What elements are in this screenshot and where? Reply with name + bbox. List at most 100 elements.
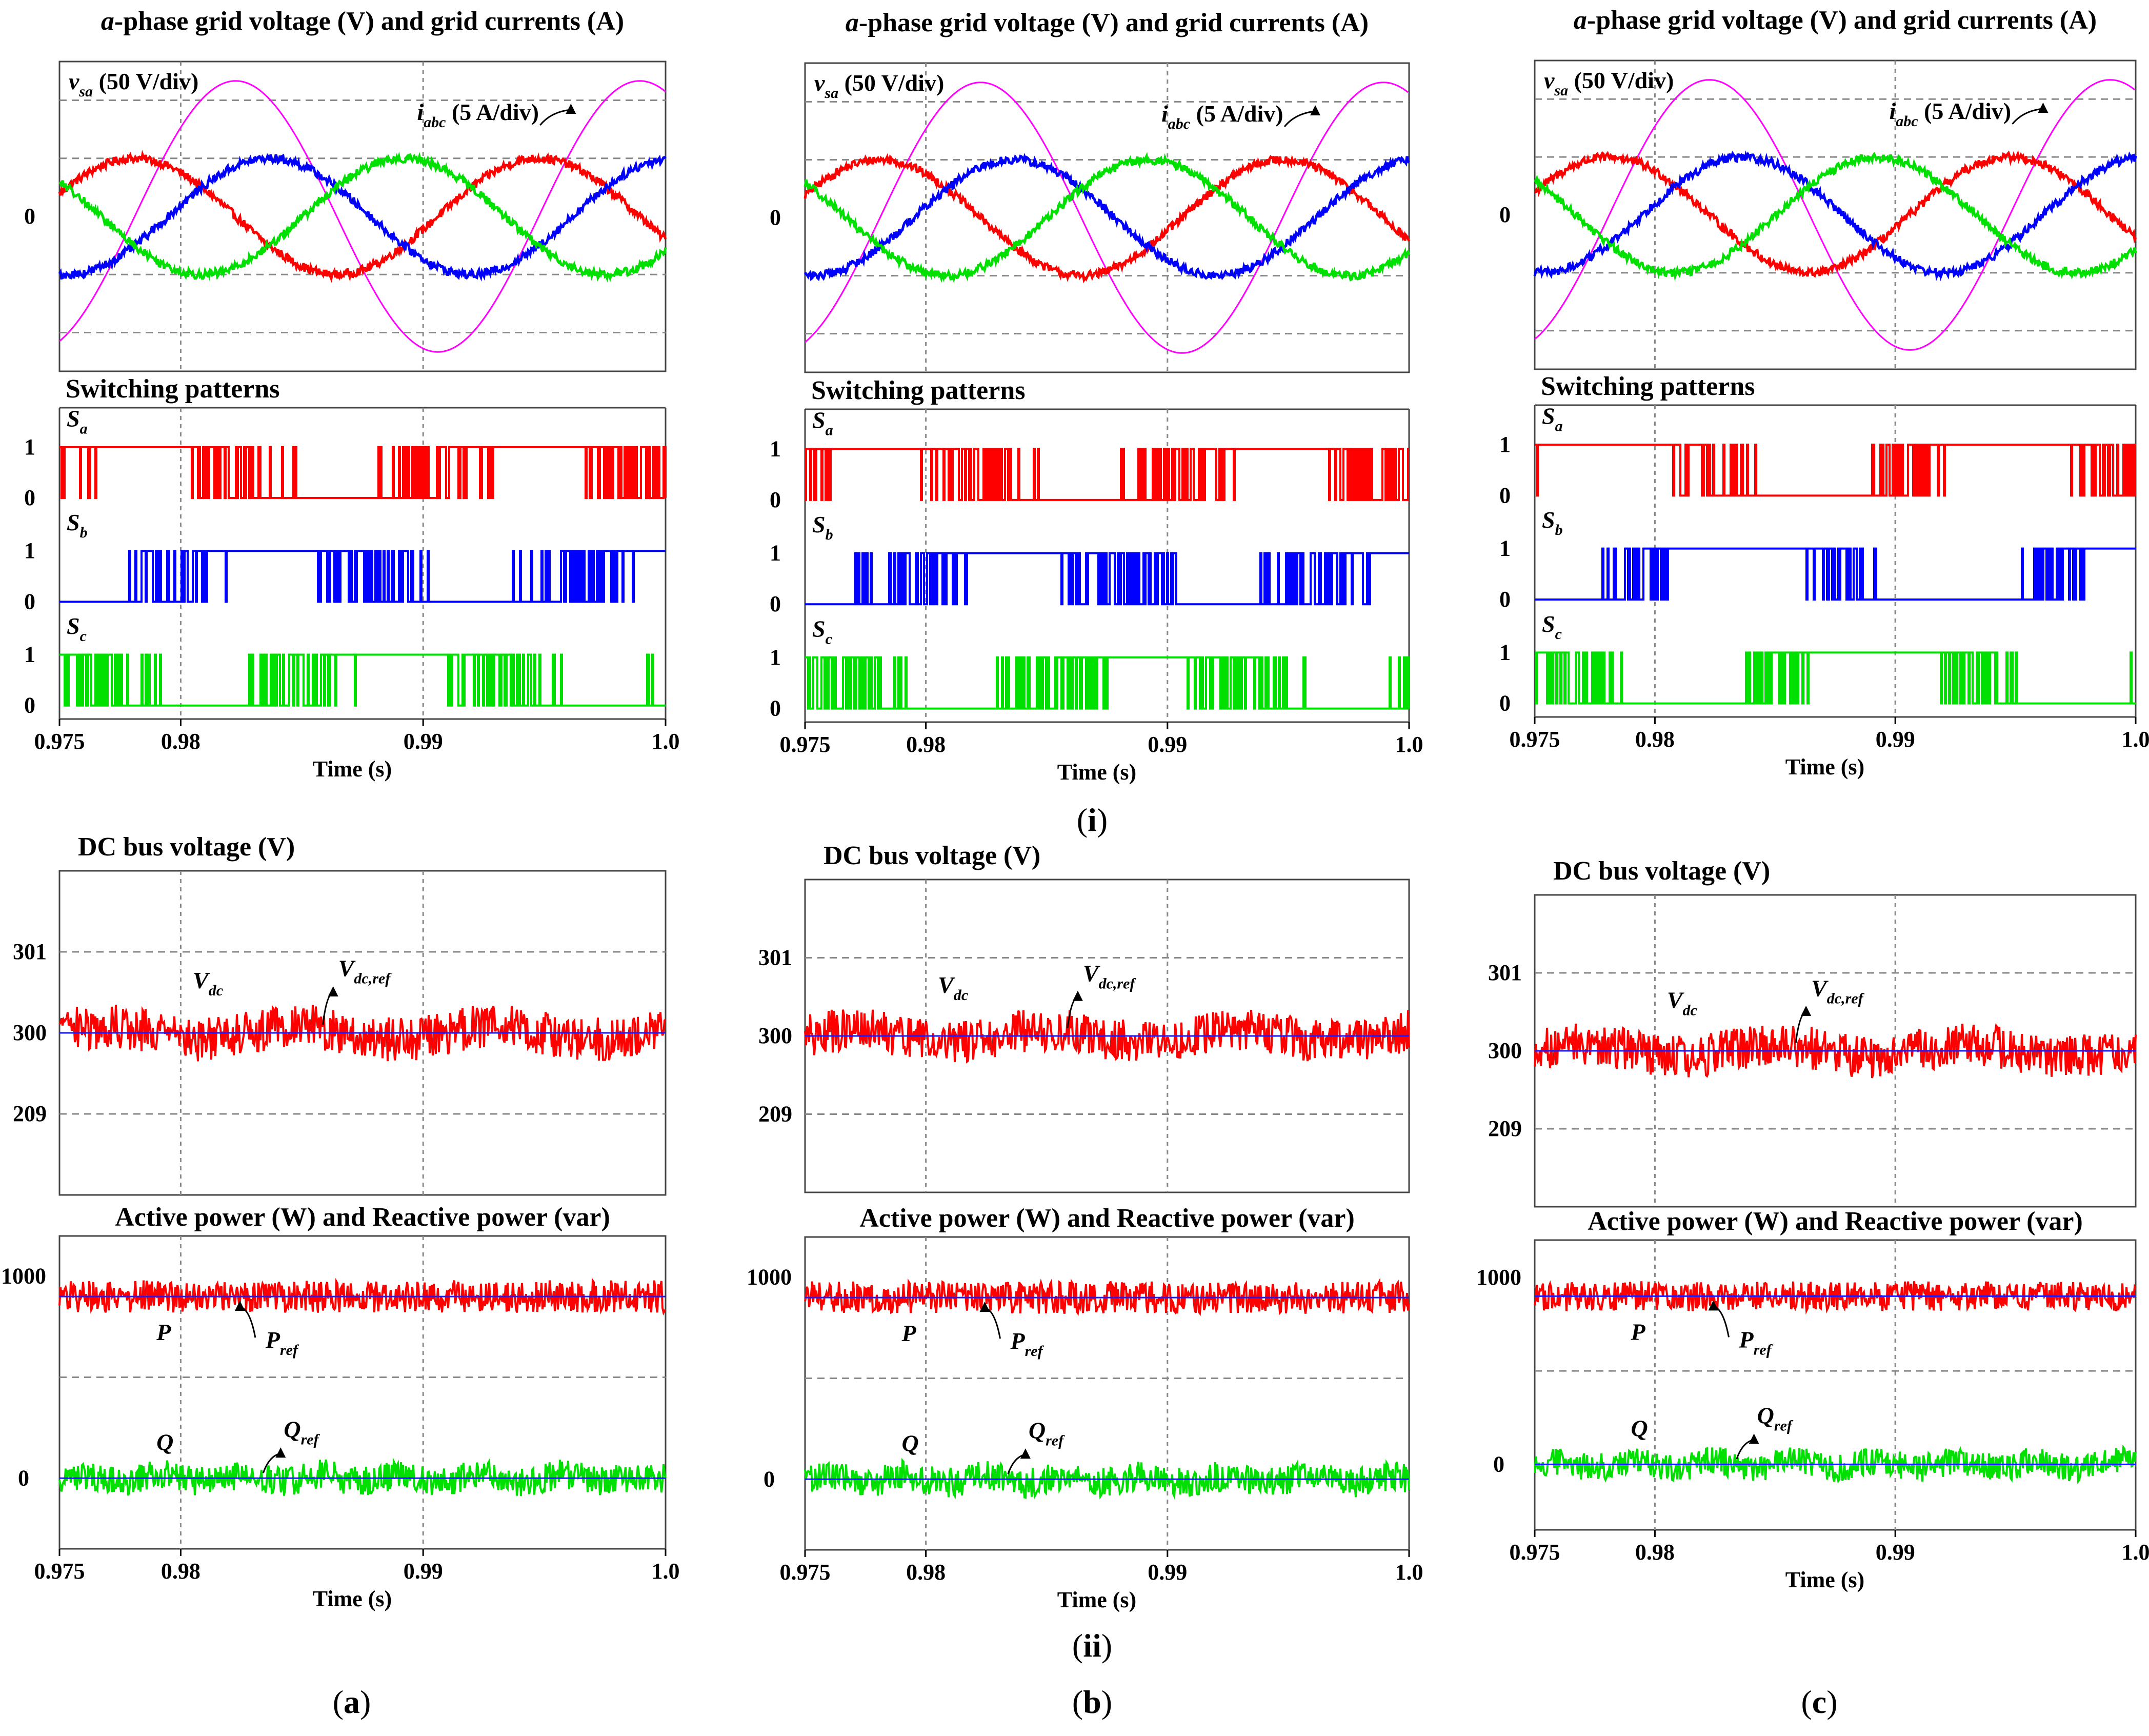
vdc-ref-label-arrow-head — [328, 986, 338, 996]
column-caption: (c) — [1801, 1684, 1837, 1720]
power-ytick-0: 1000 — [747, 1265, 792, 1290]
current-label-arrow-line — [1283, 110, 1316, 127]
currents-panel-title: a-phase grid voltage (V) and grid curren… — [846, 8, 1369, 37]
top-xaxis-title: Time (s) — [313, 756, 392, 782]
p-trace — [1534, 1280, 2137, 1315]
switch-c-tick-1: 1 — [1499, 640, 1511, 665]
current-label-arrow-head — [2038, 103, 2048, 113]
voltage-vsa-trace — [805, 82, 1409, 354]
switch-c-tick-0: 0 — [770, 696, 781, 721]
current-ic-trace — [58, 152, 667, 283]
current-label: iabc (5 A/div) — [1889, 98, 2011, 130]
top-xtick-label-3: 1.0 — [2122, 727, 2149, 752]
switching-panel-title: Switching patterns — [811, 376, 1025, 405]
switch-label-c: Sc — [1542, 611, 1562, 643]
voltage-label: vsa (50 V/div) — [1544, 67, 1674, 99]
q-trace — [1534, 1444, 2137, 1484]
top-xtick-label-0: 0.975 — [780, 732, 831, 757]
top-xtick-label-1: 0.98 — [906, 732, 946, 757]
dc-ytick-0: 301 — [1488, 960, 1522, 985]
dc-ytick-2: 209 — [1488, 1116, 1522, 1141]
switch-label-b: Sb — [1542, 507, 1563, 538]
bottom-xtick-label-0: 0.975 — [780, 1560, 831, 1585]
switch-pattern-a — [805, 448, 1409, 501]
switch-b-tick-0: 0 — [24, 589, 35, 614]
current-label-arrow-head — [566, 104, 576, 114]
switch-a-tick-0: 0 — [1499, 483, 1511, 508]
top-xtick-label-2: 0.99 — [1876, 727, 1915, 752]
switch-b-tick-1: 1 — [1499, 536, 1511, 561]
switch-c-tick-0: 0 — [1499, 691, 1511, 716]
vdc-ref-label: Vdc,ref — [1083, 960, 1136, 992]
bottom-xtick-label-3: 1.0 — [2122, 1540, 2149, 1565]
switch-label-a: Sa — [67, 405, 88, 437]
switch-pattern-b — [59, 550, 666, 603]
power-ytick-1: 0 — [1493, 1451, 1504, 1476]
row-caption-i: (i) — [1077, 802, 1108, 838]
switch-label-a: Sa — [812, 407, 833, 439]
currents-panel-title: a-phase grid voltage (V) and grid curren… — [1574, 6, 2097, 35]
p-label: P — [901, 1320, 916, 1346]
p-ref-label: Pref — [1738, 1326, 1773, 1358]
vdc-ref-label-arrow-head — [1801, 1006, 1812, 1016]
bottom-xtick-label-3: 1.0 — [1395, 1560, 1423, 1585]
bottom-xtick-label-1: 0.98 — [1635, 1540, 1675, 1565]
q-label: Q — [156, 1429, 173, 1455]
p-trace — [804, 1278, 1410, 1316]
currents-ytick-0: 0 — [24, 204, 35, 229]
bottom-xtick-label-0: 0.975 — [1510, 1540, 1560, 1565]
bottom-xtick-label-2: 0.99 — [1876, 1540, 1915, 1565]
voltage-label: vsa (50 V/div) — [69, 68, 198, 100]
switch-pattern-c — [59, 653, 666, 707]
dc-ytick-1: 300 — [13, 1020, 47, 1045]
switch-a-tick-1: 1 — [770, 436, 781, 461]
switch-pattern-c — [805, 656, 1410, 710]
current-ia-trace — [804, 153, 1411, 284]
switching-panel-title: Switching patterns — [66, 374, 279, 404]
switch-b-tick-0: 0 — [1499, 587, 1511, 612]
p-ref-label-arrow-line — [1713, 1305, 1730, 1338]
switch-b-tick-1: 1 — [24, 538, 35, 563]
switch-c-tick-1: 1 — [24, 642, 35, 667]
dc-panel-title: DC bus voltage (V) — [824, 841, 1040, 870]
p-ref-label-arrow-head — [979, 1302, 990, 1312]
switch-a-tick-1: 1 — [1499, 432, 1511, 457]
dc-ytick-0: 301 — [13, 939, 47, 964]
vdc-ref-label: Vdc,ref — [1811, 975, 1864, 1007]
q-trace — [804, 1458, 1410, 1500]
vdc-ref-label-arrow-head — [1072, 990, 1083, 1001]
power-panel-frame — [58, 1235, 667, 1550]
q-label: Q — [1631, 1415, 1648, 1441]
p-label: P — [156, 1319, 171, 1345]
bottom-xaxis-title: Time (s) — [1785, 1567, 1864, 1592]
current-label: iabc (5 A/div) — [417, 99, 539, 131]
column-caption: (a) — [333, 1684, 371, 1720]
p-ref-label: Pref — [265, 1327, 299, 1359]
dc-panel-title: DC bus voltage (V) — [1553, 856, 1770, 886]
switch-c-tick-0: 0 — [24, 693, 35, 718]
q-ref-label-arrow-head — [275, 1447, 286, 1458]
switch-a-tick-0: 0 — [770, 487, 781, 512]
currents-ytick-0: 0 — [770, 205, 781, 230]
column-b: a-phase grid voltage (V) and grid curren… — [747, 8, 1423, 1720]
current-ib-trace — [804, 152, 1410, 282]
dc-ytick-2: 209 — [758, 1102, 792, 1127]
power-ytick-0: 1000 — [1, 1264, 46, 1289]
currents-panel-title: a-phase grid voltage (V) and grid curren… — [101, 7, 624, 36]
switch-label-a: Sa — [1542, 403, 1563, 434]
power-panel-title: Active power (W) and Reactive power (var… — [115, 1203, 610, 1232]
p-trace — [58, 1278, 666, 1316]
p-ref-label-arrow-head — [1708, 1300, 1719, 1311]
currents-panel-frame — [58, 61, 667, 372]
dc-ytick-1: 300 — [758, 1023, 792, 1048]
switch-pattern-c — [1535, 651, 2136, 705]
column-c: a-phase grid voltage (V) and grid curren… — [1476, 6, 2149, 1720]
power-panel-title: Active power (W) and Reactive power (var… — [859, 1204, 1355, 1233]
vdc-ref-label: Vdc,ref — [338, 955, 392, 987]
top-xtick-label-1: 0.98 — [161, 729, 200, 754]
switch-label-b: Sb — [812, 511, 833, 543]
top-xtick-label-3: 1.0 — [1395, 732, 1423, 757]
currents-panel-frame — [1534, 59, 2137, 370]
top-xtick-label-3: 1.0 — [652, 729, 680, 754]
